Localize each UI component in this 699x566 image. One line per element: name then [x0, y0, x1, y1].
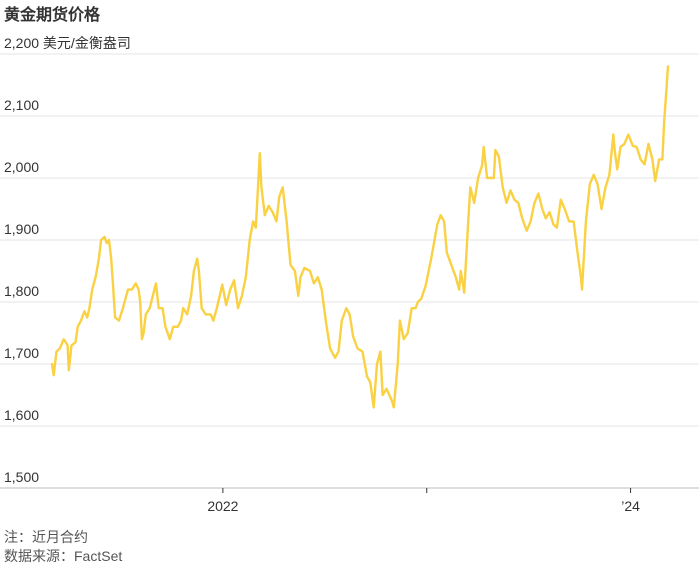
- x-axis: 2022 ’24: [207, 488, 640, 514]
- y-tick-label-1700: 1,700: [4, 345, 39, 361]
- source-note: 数据来源：FactSet: [4, 548, 123, 564]
- y-tick-label-2000: 2,000: [4, 159, 39, 175]
- x-tick-label-2024-01-01: ’24: [621, 498, 640, 514]
- y-tick-label-2200: 2,200 美元/金衡盎司: [4, 35, 131, 51]
- gold-price-line: [50, 65, 670, 409]
- y-tick-label-1500: 1,500: [4, 469, 39, 485]
- footnote: 注：近月合约: [4, 529, 88, 545]
- chart-title: 黄金期货价格: [4, 7, 101, 24]
- series-layer: [50, 65, 670, 409]
- y-tick-label-1600: 1,600: [4, 407, 39, 423]
- y-tick-label-1800: 1,800: [4, 283, 39, 299]
- y-tick-label-2100: 2,100: [4, 97, 39, 113]
- y-axis-labels: 2,200 美元/金衡盎司 2,100 2,000 1,900 1,800 1,700 1,…: [4, 35, 131, 485]
- gridlines: [0, 53, 699, 489]
- y-tick-label-1900: 1,900: [4, 221, 39, 237]
- x-tick-label-2022-01-01: 2022: [207, 498, 238, 514]
